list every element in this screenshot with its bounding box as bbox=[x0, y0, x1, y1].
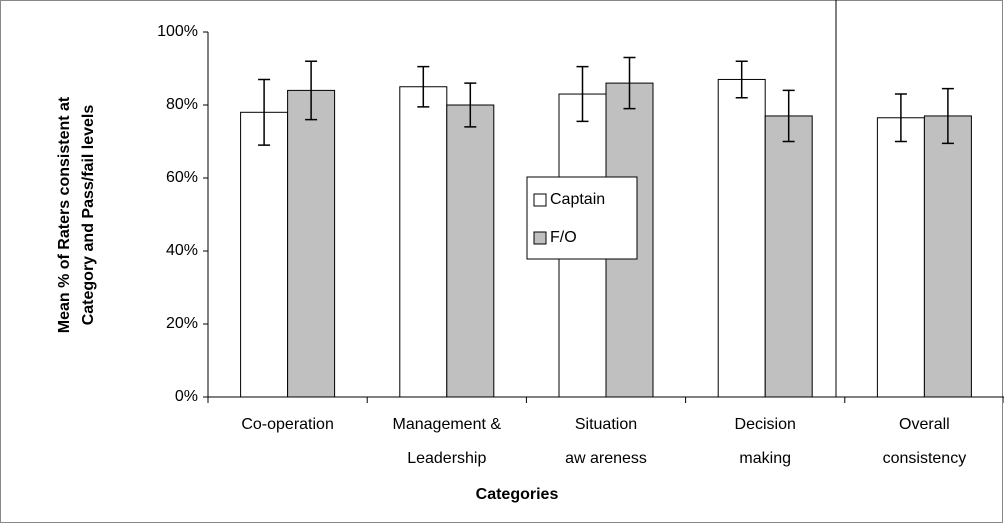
error-bar bbox=[623, 56, 636, 110]
bar bbox=[923, 115, 972, 398]
error-bar bbox=[305, 60, 318, 121]
bar bbox=[240, 111, 289, 398]
x-tick-label: Management & bbox=[393, 416, 502, 433]
y-tick-label: 60% bbox=[166, 169, 198, 186]
x-tick-label: Overall bbox=[899, 416, 950, 433]
x-tick-label: Co-operation bbox=[241, 416, 334, 433]
y-tick-label: 100% bbox=[157, 23, 198, 40]
x-tick-label: consistency bbox=[883, 450, 967, 467]
error-bar bbox=[894, 93, 907, 143]
legend-label: F/O bbox=[550, 229, 577, 246]
error-bar bbox=[258, 78, 271, 146]
x-tick-label: Situation bbox=[575, 416, 637, 433]
legend-label: Captain bbox=[550, 191, 605, 208]
error-bar bbox=[941, 87, 954, 145]
bar bbox=[399, 86, 448, 398]
bar bbox=[287, 89, 336, 398]
bar bbox=[446, 104, 495, 398]
error-bar bbox=[464, 82, 477, 128]
error-bar bbox=[735, 60, 748, 99]
y-tick-label: 20% bbox=[166, 315, 198, 332]
x-axis-title: Categories bbox=[476, 486, 559, 503]
y-tick-label: 40% bbox=[166, 242, 198, 259]
bar bbox=[764, 115, 813, 398]
legend-swatch bbox=[533, 231, 547, 245]
bar bbox=[876, 117, 925, 398]
x-tick-label: Decision bbox=[735, 416, 796, 433]
legend-swatch bbox=[533, 193, 547, 207]
y-tick-label: 0% bbox=[175, 388, 198, 405]
bar bbox=[717, 78, 766, 398]
x-tick-label: making bbox=[739, 450, 791, 467]
error-bar bbox=[417, 65, 430, 108]
legend bbox=[526, 176, 638, 260]
x-tick-label: Leadership bbox=[407, 450, 486, 467]
error-bar bbox=[782, 89, 795, 143]
y-axis-title: Mean % of Raters consistent at bbox=[56, 96, 73, 333]
y-axis-title: Category and Pass/fail levels bbox=[80, 105, 97, 326]
x-tick-label: aw areness bbox=[565, 450, 647, 467]
y-tick-label: 80% bbox=[166, 96, 198, 113]
error-bar bbox=[576, 65, 589, 123]
